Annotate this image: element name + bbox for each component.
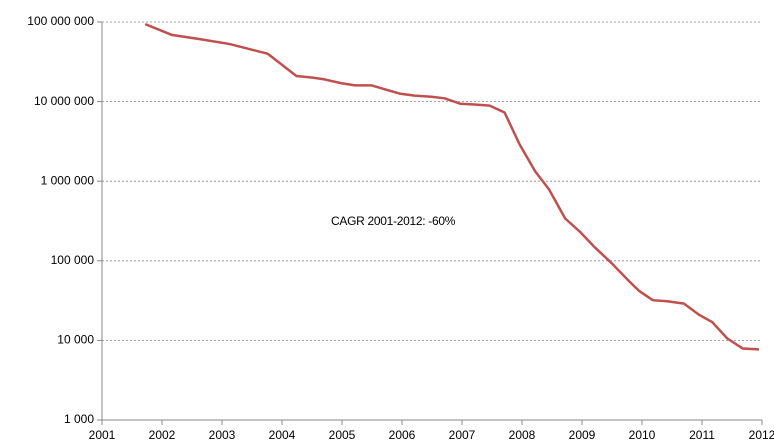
y-tick-label: 10 000 (57, 333, 94, 347)
y-tick-label: 10 000 000 (34, 94, 94, 108)
annotation: CAGR 2001-2012: -60% (331, 214, 456, 228)
x-tick-label: 2006 (389, 428, 416, 442)
x-tick-label: 2008 (509, 428, 536, 442)
y-tick-label: 100 000 000 (27, 14, 94, 28)
x-tick-label: 2001 (89, 428, 116, 442)
line (144, 22, 760, 351)
x-tick-label: 2011 (689, 428, 715, 442)
y-tick-label: 100 000 (51, 253, 95, 267)
x-tick-label: 2005 (329, 428, 356, 442)
x-tick-label: 2002 (149, 428, 176, 442)
y-tick-label: 1 000 000 (41, 173, 95, 187)
x-tick-label: 2010 (629, 428, 656, 442)
x-tick-label: 2004 (269, 428, 296, 442)
x-tick-label: 2012 (749, 428, 774, 442)
x-tick-label: 2009 (569, 428, 596, 442)
x-tick-label: 2003 (209, 428, 236, 442)
x-tick-label: 2007 (449, 428, 476, 442)
y-tick-label: 1 000 (64, 412, 94, 426)
